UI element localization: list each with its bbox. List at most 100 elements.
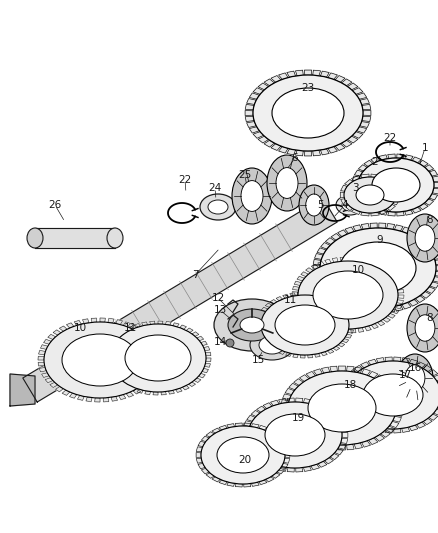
Text: 22: 22	[383, 133, 397, 143]
Polygon shape	[266, 477, 274, 482]
Polygon shape	[109, 370, 115, 375]
Polygon shape	[247, 99, 256, 104]
Ellipse shape	[125, 335, 191, 381]
Text: 11: 11	[124, 323, 137, 333]
Polygon shape	[415, 296, 425, 303]
Polygon shape	[402, 358, 410, 362]
Polygon shape	[332, 258, 338, 262]
Text: 16: 16	[408, 363, 422, 373]
Polygon shape	[108, 343, 114, 348]
Polygon shape	[321, 287, 330, 294]
Ellipse shape	[372, 168, 420, 202]
Polygon shape	[113, 375, 119, 379]
Polygon shape	[289, 426, 298, 433]
Polygon shape	[206, 432, 214, 437]
Ellipse shape	[288, 371, 396, 445]
Polygon shape	[277, 436, 285, 442]
Polygon shape	[305, 292, 310, 295]
Polygon shape	[283, 394, 291, 400]
Polygon shape	[186, 328, 193, 333]
Polygon shape	[397, 300, 403, 304]
Polygon shape	[263, 403, 272, 409]
Ellipse shape	[217, 437, 269, 473]
Polygon shape	[300, 434, 309, 441]
Polygon shape	[318, 462, 327, 467]
Polygon shape	[394, 357, 401, 361]
Ellipse shape	[276, 167, 298, 198]
Polygon shape	[361, 306, 369, 312]
Ellipse shape	[320, 228, 436, 308]
Polygon shape	[74, 320, 81, 326]
Polygon shape	[417, 422, 425, 428]
Polygon shape	[430, 282, 438, 288]
Polygon shape	[294, 431, 303, 437]
Polygon shape	[272, 348, 279, 352]
Polygon shape	[398, 295, 404, 298]
Polygon shape	[409, 300, 418, 306]
Polygon shape	[432, 188, 438, 194]
Polygon shape	[385, 429, 392, 433]
Polygon shape	[386, 270, 393, 275]
Polygon shape	[437, 404, 438, 410]
Polygon shape	[331, 233, 341, 240]
Polygon shape	[341, 185, 347, 191]
Polygon shape	[285, 389, 294, 394]
Polygon shape	[335, 144, 345, 150]
Polygon shape	[103, 398, 109, 402]
Polygon shape	[257, 317, 262, 320]
Text: 13: 13	[213, 305, 226, 315]
Polygon shape	[245, 116, 254, 122]
Polygon shape	[296, 467, 303, 472]
Polygon shape	[153, 392, 158, 395]
Polygon shape	[281, 441, 288, 447]
Polygon shape	[378, 321, 385, 326]
Polygon shape	[352, 175, 360, 181]
Polygon shape	[287, 149, 296, 155]
Polygon shape	[306, 268, 313, 273]
Polygon shape	[308, 319, 315, 324]
Ellipse shape	[405, 365, 425, 391]
Ellipse shape	[358, 158, 434, 212]
Polygon shape	[370, 308, 377, 313]
Polygon shape	[235, 423, 242, 426]
Polygon shape	[23, 198, 337, 402]
Ellipse shape	[241, 181, 263, 212]
Polygon shape	[368, 425, 377, 431]
Polygon shape	[137, 389, 143, 393]
Polygon shape	[303, 315, 310, 320]
Polygon shape	[342, 79, 352, 86]
Polygon shape	[293, 302, 300, 306]
Polygon shape	[432, 176, 438, 182]
Ellipse shape	[415, 315, 435, 341]
Polygon shape	[341, 404, 349, 410]
Polygon shape	[293, 286, 299, 290]
Polygon shape	[67, 323, 74, 328]
Polygon shape	[127, 326, 134, 330]
Polygon shape	[341, 381, 349, 386]
Polygon shape	[100, 318, 105, 322]
Polygon shape	[390, 274, 398, 279]
Text: 4: 4	[342, 200, 348, 210]
Polygon shape	[115, 334, 122, 338]
Polygon shape	[330, 454, 339, 459]
Polygon shape	[342, 338, 349, 343]
Polygon shape	[393, 279, 401, 284]
Polygon shape	[308, 354, 313, 358]
Text: 24: 24	[208, 183, 222, 193]
Polygon shape	[402, 427, 410, 432]
Polygon shape	[402, 302, 411, 309]
Polygon shape	[364, 160, 373, 166]
Polygon shape	[281, 400, 289, 405]
Ellipse shape	[201, 426, 285, 484]
Polygon shape	[351, 329, 356, 333]
Polygon shape	[244, 421, 252, 426]
Ellipse shape	[363, 374, 423, 416]
Polygon shape	[266, 428, 274, 433]
Polygon shape	[321, 367, 330, 373]
Polygon shape	[353, 305, 362, 311]
Polygon shape	[333, 346, 339, 350]
Polygon shape	[95, 398, 100, 402]
Polygon shape	[256, 322, 261, 325]
Polygon shape	[251, 454, 260, 459]
Polygon shape	[311, 400, 319, 406]
